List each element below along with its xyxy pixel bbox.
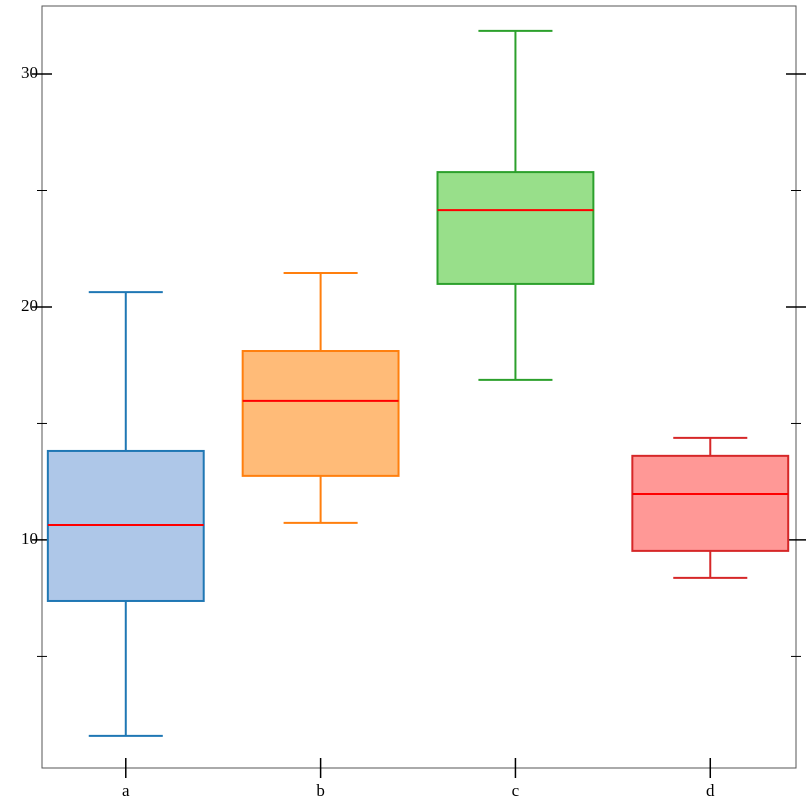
x-tick-label: c — [512, 781, 520, 800]
x-tick-label: a — [122, 781, 130, 800]
x-tick-label: b — [316, 781, 325, 800]
y-tick-label: 10 — [21, 529, 38, 548]
box — [436, 171, 595, 285]
y-tick-label: 30 — [21, 63, 38, 82]
box — [241, 350, 400, 477]
y-tick-label: 20 — [21, 296, 38, 315]
plot-frame — [41, 5, 797, 769]
box — [631, 454, 790, 552]
x-tick-label: d — [706, 781, 715, 800]
